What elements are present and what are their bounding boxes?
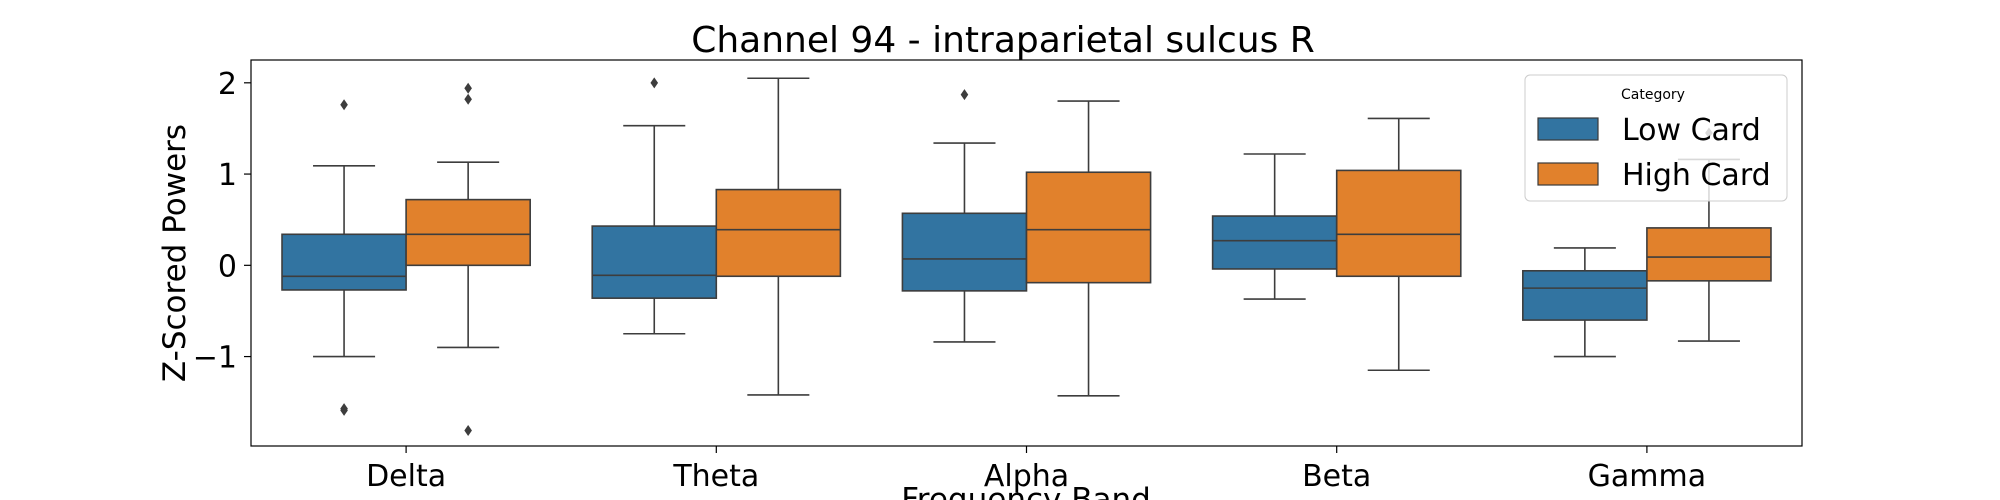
y-tick-label: 2 — [218, 67, 237, 102]
outlier-point — [464, 93, 472, 105]
x-tick-label: Beta — [1302, 459, 1371, 494]
outlier-point — [340, 99, 348, 111]
y-tick-label: 1 — [218, 158, 237, 193]
y-tick-label: 0 — [218, 249, 237, 284]
box-group-high-card — [715, 77, 842, 396]
box-low-card — [1522, 269, 1648, 321]
outlier-point — [340, 404, 348, 416]
outlier-point — [464, 82, 472, 94]
box-group-high-card — [1025, 100, 1152, 397]
box-low-card — [1211, 215, 1338, 270]
box-group-low-card — [1211, 153, 1338, 300]
x-tick-label: Gamma — [1588, 459, 1706, 494]
box-high-card — [405, 198, 531, 267]
box-group-low-card — [901, 89, 1028, 343]
chart-title: Channel 94 - intraparietal sulcus R — [691, 20, 1315, 61]
outlier-point — [650, 77, 659, 89]
box-group-high-card — [405, 82, 531, 436]
legend-swatch-low-card — [1537, 117, 1599, 141]
x-axis: Delta Theta Alpha Beta Gamma — [366, 446, 1706, 494]
box-group-high-card — [1335, 117, 1462, 372]
outlier-point — [960, 89, 969, 101]
x-tick-label: Theta — [672, 459, 759, 494]
legend-label-low-card: Low Card — [1622, 113, 1761, 148]
box-group-low-card — [281, 99, 407, 416]
box-high-card — [715, 188, 842, 278]
box-high-card — [1646, 227, 1772, 282]
y-tick-label: −1 — [193, 341, 237, 376]
x-axis-label: Frequency Band — [901, 482, 1151, 500]
legend-swatch-high-card — [1537, 162, 1599, 186]
legend-title: Category — [1621, 87, 1685, 103]
legend: Category Low Card High Card — [1524, 74, 1788, 202]
y-axis: 2 1 0 −1 — [193, 67, 251, 376]
box-high-card — [1335, 169, 1462, 278]
box-low-card — [281, 233, 407, 291]
x-tick-label: Alpha — [984, 459, 1069, 494]
box-group-low-card — [591, 77, 718, 335]
y-axis-label: Z-Scored Powers — [157, 124, 193, 382]
plot-area — [281, 77, 1772, 436]
box-low-card — [591, 225, 718, 299]
box-high-card — [1025, 171, 1152, 284]
legend-label-high-card: High Card — [1622, 158, 1771, 193]
x-tick-label: Delta — [366, 459, 446, 494]
box-low-card — [901, 212, 1028, 292]
outlier-point — [464, 424, 472, 436]
box-group-low-card — [1522, 247, 1648, 358]
